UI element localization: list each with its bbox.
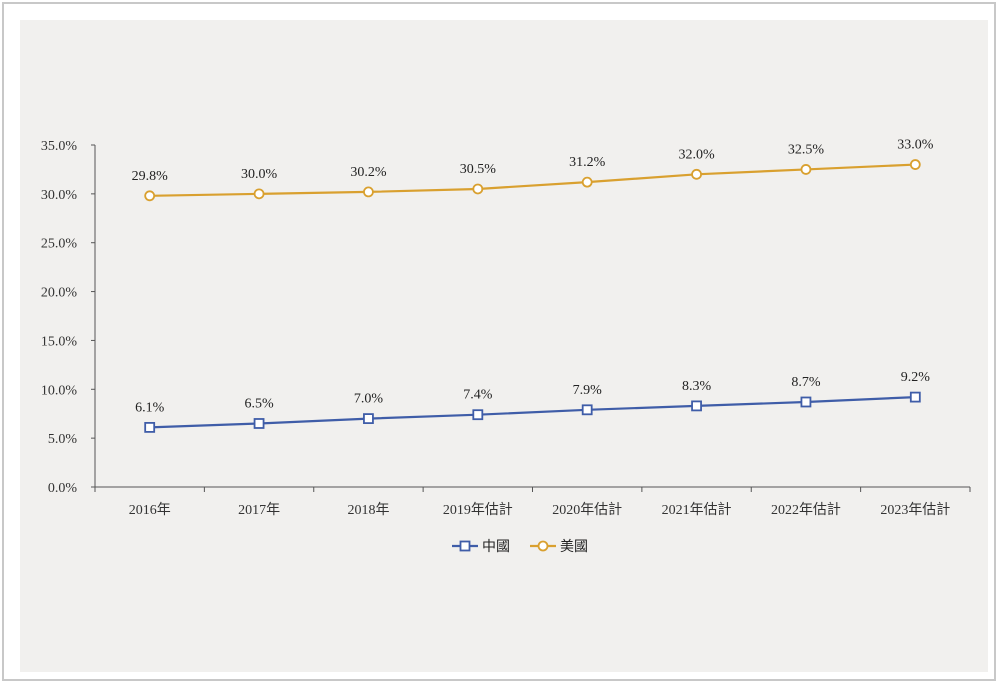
data-point-marker bbox=[363, 186, 374, 198]
y-tick-label: 30.0% bbox=[41, 188, 78, 203]
y-tick-label: 25.0% bbox=[41, 237, 78, 252]
y-tick-label: 35.0% bbox=[41, 139, 78, 154]
x-tick-label: 2023年估計 bbox=[880, 502, 950, 518]
data-label: 31.2% bbox=[569, 155, 606, 170]
data-label: 29.8% bbox=[132, 169, 169, 184]
data-point-marker bbox=[144, 190, 156, 202]
data-label: 30.2% bbox=[350, 165, 387, 180]
data-label: 32.5% bbox=[788, 142, 825, 157]
data-label: 8.3% bbox=[682, 379, 712, 394]
data-point-marker bbox=[909, 391, 921, 403]
data-label: 7.9% bbox=[573, 383, 603, 398]
x-tick-label: 2016年 bbox=[129, 502, 171, 518]
data-point-marker bbox=[144, 421, 156, 433]
data-label: 9.2% bbox=[901, 370, 931, 385]
data-label: 30.0% bbox=[241, 167, 278, 182]
x-tick-label: 2022年估計 bbox=[771, 502, 841, 518]
data-point-marker bbox=[581, 176, 593, 188]
series-line-china bbox=[149, 396, 916, 429]
data-point-marker bbox=[909, 159, 921, 170]
data-label: 6.5% bbox=[244, 396, 274, 411]
data-label: 7.4% bbox=[463, 388, 493, 403]
data-point-marker bbox=[363, 413, 374, 425]
x-tick-label: 2018年 bbox=[347, 502, 389, 518]
x-tick-label: 2020年估計 bbox=[552, 502, 622, 518]
y-tick-label: 15.0% bbox=[41, 334, 78, 349]
x-tick-label: 2017年 bbox=[238, 502, 280, 518]
data-point-marker bbox=[691, 168, 702, 180]
data-point-marker bbox=[800, 164, 812, 175]
legend-label: 中國 bbox=[482, 539, 510, 555]
data-label: 30.5% bbox=[460, 162, 497, 177]
data-point-marker bbox=[253, 188, 265, 200]
y-tick-label: 10.0% bbox=[41, 383, 78, 398]
legend-label: 美國 bbox=[560, 539, 588, 555]
y-tick-label: 0.0% bbox=[48, 481, 78, 496]
data-point-marker bbox=[472, 183, 484, 195]
y-tick-label: 5.0% bbox=[48, 432, 78, 447]
data-label: 7.0% bbox=[354, 392, 384, 407]
data-point-marker bbox=[800, 396, 812, 408]
data-label: 32.0% bbox=[678, 147, 715, 162]
data-point-marker bbox=[472, 409, 484, 421]
legend-marker bbox=[459, 540, 471, 552]
data-point-marker bbox=[253, 418, 265, 429]
y-tick-label: 20.0% bbox=[41, 286, 78, 301]
data-label: 6.1% bbox=[135, 400, 165, 415]
x-tick-label: 2021年估計 bbox=[662, 502, 732, 518]
data-point-marker bbox=[691, 400, 702, 412]
legend-marker bbox=[537, 540, 549, 552]
series-line-usa bbox=[149, 163, 916, 197]
x-tick-label: 2019年估計 bbox=[443, 502, 513, 518]
data-label: 8.7% bbox=[791, 375, 821, 390]
chart-panel bbox=[20, 20, 988, 672]
data-label: 33.0% bbox=[897, 138, 934, 153]
data-point-marker bbox=[581, 404, 593, 416]
